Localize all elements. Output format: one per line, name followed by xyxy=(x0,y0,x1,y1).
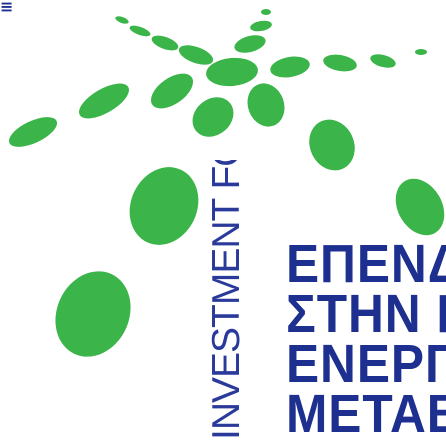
headline-line-4: ΜΕΤΑΒ xyxy=(286,384,446,444)
headline: ΕΠΕΝΔ ΣΤΗΝ Π ΕΝΕΡΓΙ ΜΕΤΑΒ xyxy=(286,240,446,445)
dot-outer-left xyxy=(8,117,58,147)
forum-label: INVESTMENT FORUM xyxy=(205,160,248,440)
dot-right-4 xyxy=(415,49,427,55)
dot-right-1 xyxy=(270,56,310,78)
dot-bottom-left-large xyxy=(55,271,131,357)
headline-line-3: ΕΝΕΡΓΙ xyxy=(286,334,446,394)
dot-top-mid-1 xyxy=(178,45,214,65)
headline-line-2: ΣΤΗΝ Π xyxy=(286,284,446,344)
corner-mark: ≡ xyxy=(0,0,13,16)
dot-right-big xyxy=(309,119,355,171)
dot-far-right xyxy=(395,178,445,236)
dot-top-right-2 xyxy=(250,20,272,32)
dot-center-2 xyxy=(192,97,234,137)
dot-right-2 xyxy=(323,54,357,72)
dot-right-3 xyxy=(370,54,396,68)
dot-mid-right xyxy=(247,83,285,127)
forum-label-container: INVESTMENT FORUM xyxy=(203,160,251,440)
dot-top-tiny-1 xyxy=(115,16,129,24)
dot-top-right-1 xyxy=(261,9,271,15)
dot-center-1 xyxy=(206,57,258,87)
dot-left-inner xyxy=(150,73,194,109)
dot-top-small-1 xyxy=(129,25,151,37)
dot-top-right-3 xyxy=(234,35,266,53)
dot-left-mid xyxy=(79,83,129,119)
headline-line-1: ΕΠΕΝΔ xyxy=(286,240,446,294)
dot-top-small-2 xyxy=(151,35,179,51)
dot-center-large xyxy=(129,167,199,245)
